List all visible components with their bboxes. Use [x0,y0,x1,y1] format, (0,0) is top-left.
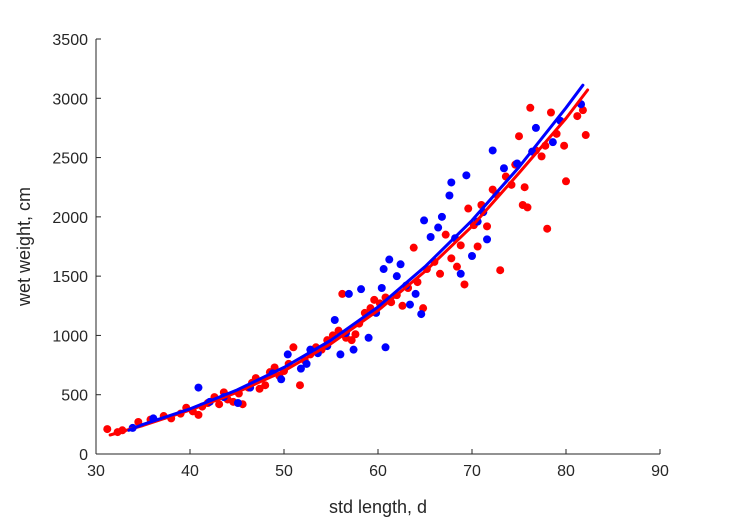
x-tick-label: 80 [557,463,575,480]
data-point [385,255,394,264]
data-point [526,103,535,112]
data-point [289,343,298,352]
axes: 30 40 50 60 70 80 90 0 500 1000 1500 2000 2500 3000 3… [52,32,669,480]
data-point [483,235,492,244]
data-point [392,272,401,281]
x-tick-label: 90 [651,463,669,480]
x-tick-label: 40 [181,463,199,480]
y-tick-label: 3500 [52,32,88,49]
data-point [409,243,418,252]
data-point [456,269,465,278]
data-point [456,241,465,250]
data-point [546,108,555,117]
data-point [460,280,469,289]
data-point [515,132,523,141]
data-point [398,301,407,310]
data-point [302,359,311,368]
y-tick-label: 0 [79,447,88,464]
data-point [573,112,582,121]
data-point [447,254,456,263]
data-point [537,152,546,161]
y-axis-label: wet weight, cm [14,187,34,307]
data-point [531,123,540,132]
y-tick-label: 1000 [52,328,88,345]
data-point [543,224,552,233]
data-point [420,216,429,225]
data-point [464,204,473,213]
data-point [434,223,443,232]
data-point [411,289,420,298]
data-point [336,350,345,359]
data-point [347,336,356,345]
data-point [447,178,456,187]
data-point [194,410,203,419]
data-point [436,269,445,278]
fit-lines [108,83,590,437]
data-point [562,177,570,186]
x-tick-label: 60 [369,463,387,480]
data-point [483,222,492,231]
x-tick-label: 30 [87,463,105,480]
data-point [283,350,292,359]
data-point [468,251,476,260]
y-tick-label: 3000 [52,91,88,108]
data-point [351,330,360,339]
data-point [426,233,435,242]
data-point [338,289,347,298]
data-point [194,383,203,392]
data-point [499,164,508,173]
data-point [344,289,353,298]
x-axis-label: std length, d [329,497,427,517]
data-point [377,284,386,292]
data-point [330,316,339,325]
y-ticks: 0 500 1000 1500 2000 2500 3000 3500 [52,32,101,464]
data-point [364,333,373,342]
data-point [520,183,529,192]
data-point [523,203,532,212]
data-point [295,381,304,390]
data-point [277,375,286,384]
data-point [417,310,426,319]
fit-line-1 [127,83,585,432]
x-ticks: 30 40 50 60 70 80 90 [87,449,669,480]
data-point [462,171,471,180]
y-tick-label: 2500 [52,151,88,168]
data-point [215,400,224,409]
data-point [473,242,482,251]
x-tick-label: 50 [275,463,293,480]
data-point [233,399,242,408]
data-point [581,131,590,140]
data-point [437,212,446,221]
data-point [560,141,569,150]
data-point [396,260,405,269]
y-tick-label: 1500 [52,269,88,286]
data-point [381,343,390,352]
data-point [357,285,366,294]
data-point [261,381,270,390]
data-point [452,262,461,271]
data-point [103,425,112,434]
data-point [349,345,358,354]
data-point [548,138,557,147]
y-tick-label: 2000 [52,210,88,227]
x-tick-label: 70 [463,463,481,480]
data-point [405,300,414,309]
y-tick-label: 500 [61,388,88,405]
data-point [445,191,454,200]
data-point [296,364,305,373]
data-point [379,265,388,274]
data-point [441,230,450,239]
data-point [488,146,497,155]
data-point [496,266,505,275]
